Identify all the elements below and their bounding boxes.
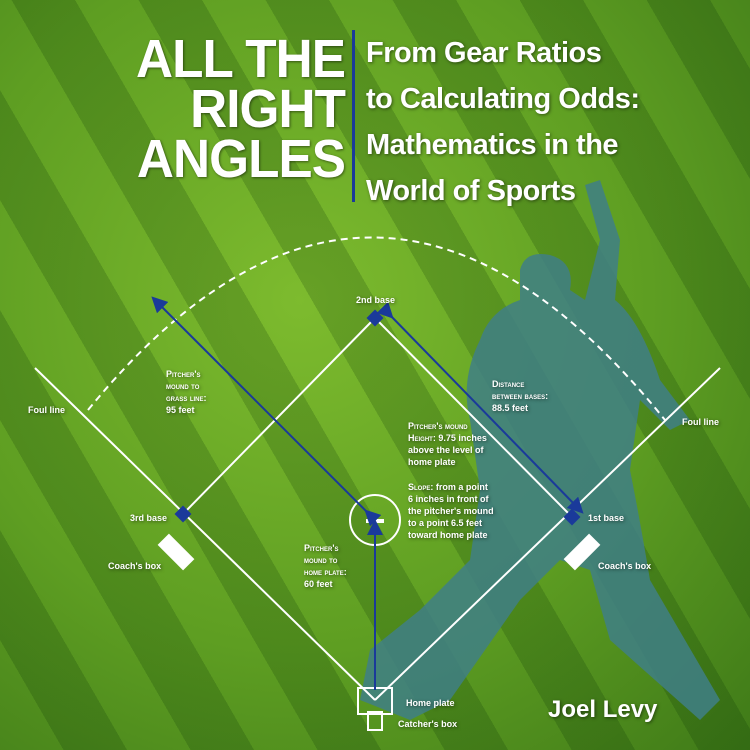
label-foul-line-left: Foul line (28, 405, 65, 415)
note-line: Height: (408, 433, 436, 443)
label-1st-base: 1st base (588, 513, 625, 523)
title-divider (352, 30, 355, 202)
note-between-bases: Distance between bases: 88.5 feet (492, 378, 548, 414)
note-line: to a point 6.5 feet (408, 518, 483, 528)
note-line: grass line: (166, 393, 207, 403)
note-line: mound to (166, 381, 200, 391)
subtitle-line: From Gear Ratios (366, 37, 602, 69)
pitchers-rubber (366, 519, 384, 523)
note-slope: Slope: from a point 6 inches in front of… (408, 481, 494, 541)
catchers-box-shape (367, 711, 383, 731)
author-name: Joel Levy (548, 696, 658, 723)
title-line: ALL THE (136, 29, 346, 89)
note-line: Pitcher's (304, 543, 339, 553)
note-mound-to-grass: Pitcher's mound to grass line: 95 feet (166, 368, 207, 416)
label-home-plate: Home plate (406, 698, 455, 708)
coachs-box-left-shape (157, 533, 195, 571)
label-foul-line-right: Foul line (682, 417, 719, 427)
book-title: ALL THE RIGHT ANGLES (136, 29, 346, 189)
label-2nd-base: 2nd base (356, 295, 396, 305)
note-line: 60 feet (304, 579, 333, 589)
subtitle-line: Mathematics in the (366, 129, 619, 161)
note-line: Pitcher's (166, 369, 201, 379)
coachs-box-right-shape (563, 533, 601, 571)
label-coachs-box-right: Coach's box (598, 561, 652, 571)
arrow-mound-to-grass (151, 296, 382, 527)
note-line: the pitcher's mound (408, 506, 494, 516)
label-catchers-box: Catcher's box (398, 719, 458, 729)
note-mound-height: Pitcher's mound Height: 9.75 inches abov… (408, 420, 487, 468)
note-line: Distance (492, 379, 525, 389)
note-line: 88.5 feet (492, 403, 529, 413)
note-line: Slope: (408, 482, 434, 492)
foul-line-left (34, 367, 376, 701)
note-line: mound to (304, 555, 338, 565)
note-line: 9.75 inches (435, 433, 487, 443)
label-coachs-box-left: Coach's box (108, 561, 162, 571)
book-subtitle: From Gear Ratios to Calculating Odds: Ma… (366, 30, 640, 214)
note-line: between bases: (492, 391, 549, 401)
note-line: toward home plate (408, 530, 488, 540)
title-line: RIGHT (190, 79, 346, 139)
note-line: above the level of (408, 445, 484, 455)
arrow-between-bases (376, 301, 584, 514)
note-line: 95 feet (166, 405, 195, 415)
note-mound-to-home: Pitcher's mound to home plate: 60 feet (304, 542, 347, 590)
note-line: from a point (433, 482, 488, 492)
note-line: home plate: (304, 567, 347, 577)
baseline-3rd-2nd (182, 317, 376, 515)
note-line: home plate (408, 457, 456, 467)
subtitle-line: World of Sports (366, 175, 576, 207)
label-3rd-base: 3rd base (130, 513, 168, 523)
title-line: ANGLES (136, 129, 346, 189)
note-line: Pitcher's mound (408, 421, 468, 431)
subtitle-line: to Calculating Odds: (366, 83, 640, 115)
foul-line-right (374, 367, 721, 701)
note-line: 6 inches in front of (408, 494, 489, 504)
